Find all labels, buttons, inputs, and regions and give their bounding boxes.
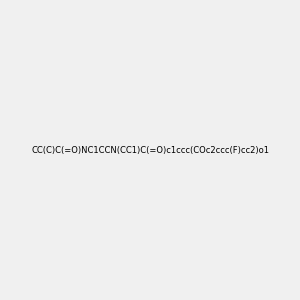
Text: CC(C)C(=O)NC1CCN(CC1)C(=O)c1ccc(COc2ccc(F)cc2)o1: CC(C)C(=O)NC1CCN(CC1)C(=O)c1ccc(COc2ccc(…	[31, 146, 269, 154]
